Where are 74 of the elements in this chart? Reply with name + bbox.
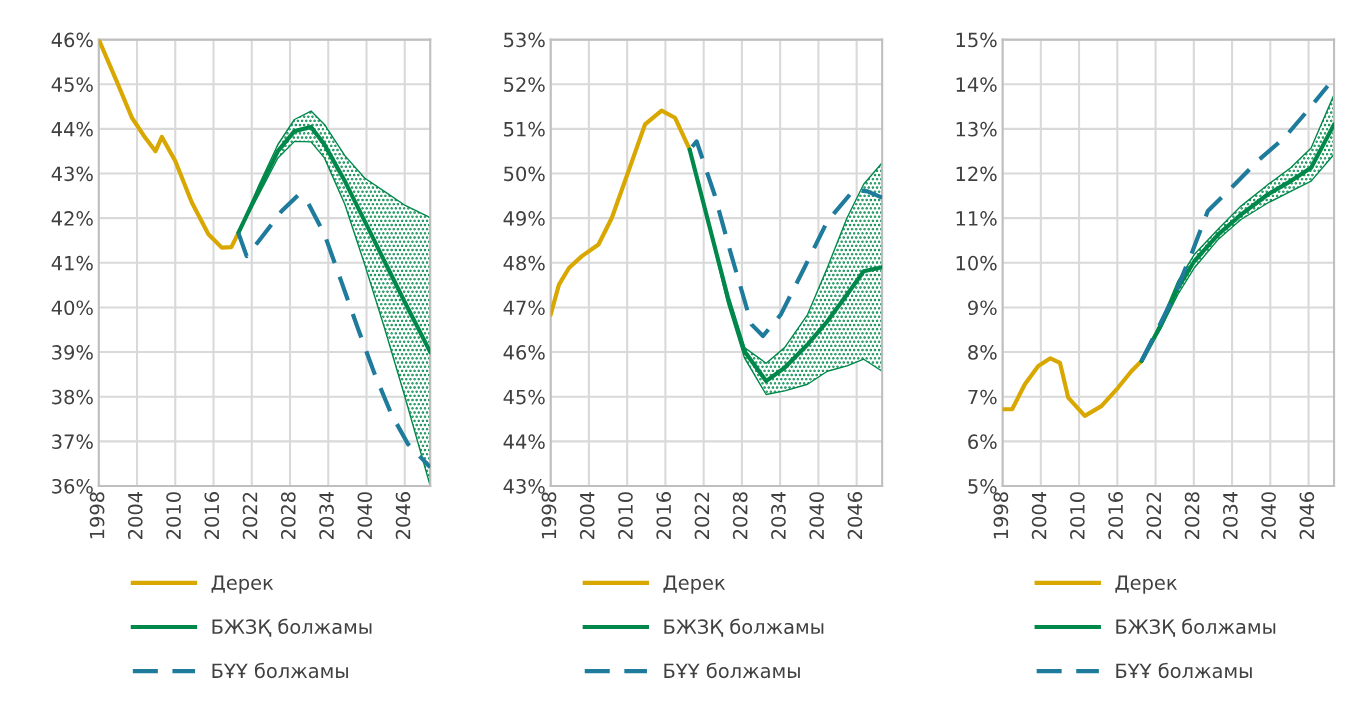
legend-label: БЖЗҚ болжамы [212,618,372,637]
legend-label: Дерек [663,575,726,594]
y-tick-label: 11% [956,211,997,226]
y-tick-label: 49% [503,211,545,226]
x-tick-label: 2022 [242,492,258,539]
y-tick-label: 39% [52,345,93,360]
y-tick-label: 45% [503,389,545,405]
x-tick-label: 2034 [771,491,786,539]
x-tick-label: 2004 [1031,491,1047,539]
y-tick-label: 53% [504,32,545,48]
x-tick-label: 1998 [541,492,557,539]
x-tick-label: 2004 [127,491,143,539]
legend-label: Дерек [1115,575,1177,594]
y-tick-label: 51% [504,121,545,137]
y-tick-label: 42% [51,211,93,226]
x-tick-label: 2010 [166,492,181,539]
y-tick-label: 8% [968,345,997,360]
y-tick-label: 50% [504,166,545,182]
y-tick-label: 15% [956,32,997,48]
y-tick-label: 6% [968,434,997,450]
y-tick-label: 9% [968,300,997,316]
line-series [98,39,241,250]
legend-label: БҰҰ болжамы [1116,662,1252,679]
x-tick-label: 2010 [618,492,633,539]
legend-label: БЖЗҚ болжамы [664,618,824,637]
legend-label: Дерек [211,575,274,594]
x-tick-label: 1998 [993,492,1009,539]
y-tick-label: 14% [956,77,997,92]
y-tick-label: 52% [504,77,545,92]
x-tick-label: 1998 [89,492,105,539]
x-tick-label: 2016 [204,492,220,539]
y-tick-label: 43% [503,478,545,494]
x-tick-label: 2028 [1184,492,1200,539]
line-series [236,192,431,470]
line-series [690,139,883,339]
x-tick-label: 2010 [1070,492,1085,539]
x-tick-label: 2046 [847,492,863,539]
x-tick-label: 2040 [357,492,373,539]
legend-label: БЖЗҚ болжамы [1116,618,1276,637]
y-tick-label: 43% [51,166,93,182]
y-tick-label: 12% [956,166,997,182]
x-tick-label: 2022 [1146,492,1162,539]
y-tick-label: 44% [51,121,93,137]
y-tick-label: 5% [968,478,997,494]
x-tick-label: 2040 [1261,492,1276,539]
y-tick-label: 40% [51,300,93,316]
y-tick-label: 36% [52,478,93,494]
y-tick-label: 37% [52,434,93,450]
x-tick-label: 2046 [1299,492,1315,539]
y-tick-label: 13% [956,121,997,137]
x-tick-label: 2034 [1223,491,1238,539]
x-tick-label: 2028 [732,492,748,539]
x-tick-label: 2016 [1108,492,1123,539]
y-tick-label: 44% [503,434,545,450]
legend-label: БҰҰ болжамы [664,662,800,679]
x-tick-label: 2022 [694,492,710,539]
legend-label: БҰҰ болжамы [212,662,348,679]
x-tick-label: 2040 [809,492,825,539]
y-tick-label: 45% [51,77,93,92]
line-series [550,108,692,317]
y-tick-label: 41% [51,255,93,271]
y-tick-label: 47% [503,300,545,316]
x-tick-label: 2016 [656,492,672,539]
y-tick-label: 46% [51,32,93,48]
x-tick-label: 2028 [280,492,296,539]
y-tick-label: 48% [503,255,545,271]
x-tick-label: 2004 [579,491,595,539]
y-tick-label: 46% [503,345,545,360]
y-tick-label: 10% [956,255,997,271]
line-series [1002,356,1144,419]
x-tick-label: 2046 [395,492,411,539]
y-tick-label: 7% [968,389,997,405]
y-tick-label: 38% [52,389,93,405]
x-tick-label: 2034 [319,491,334,539]
